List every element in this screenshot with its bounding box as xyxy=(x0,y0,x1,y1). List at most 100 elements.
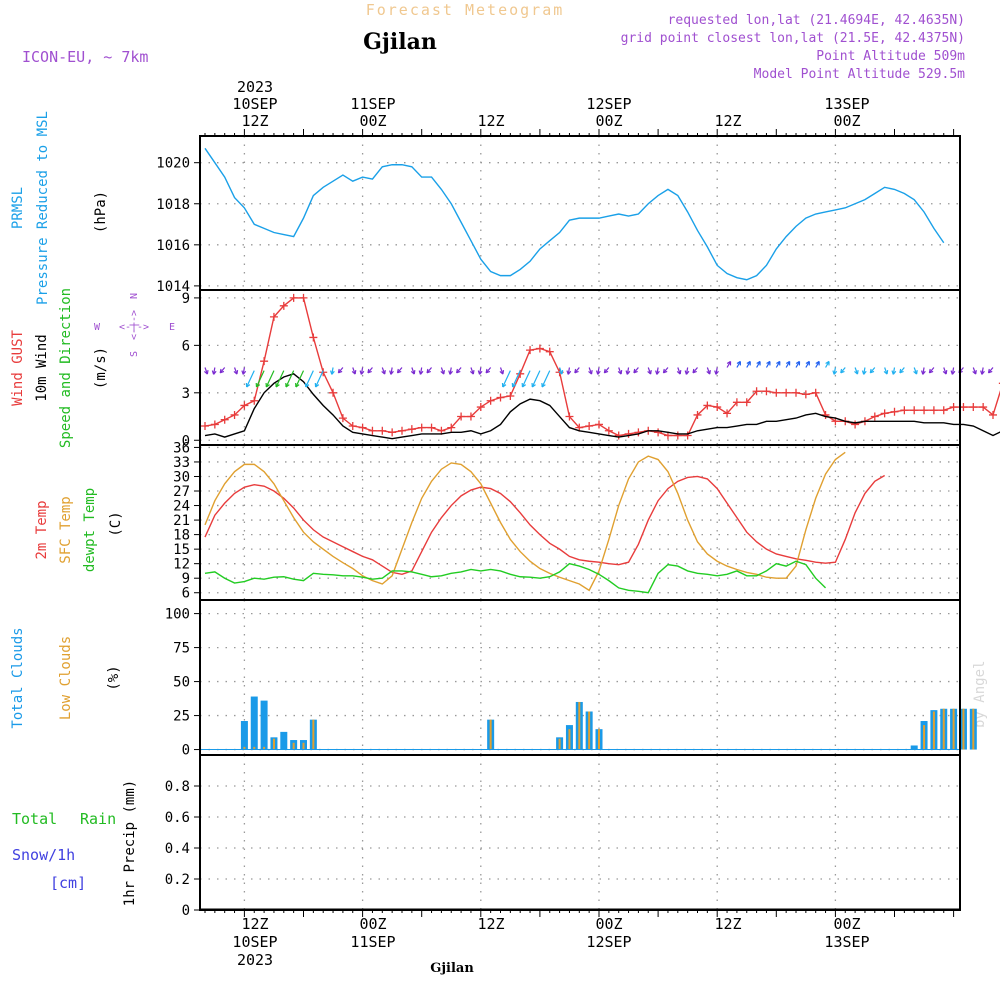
y-tick-label: 24 xyxy=(173,499,190,515)
y-tick-label: 0 xyxy=(182,903,190,919)
wind-arrow-head xyxy=(899,368,904,374)
temp-label-unit: (C) xyxy=(108,511,124,536)
low-cloud-bar xyxy=(253,746,256,750)
gust-marker xyxy=(870,412,879,421)
precip-label-total: Total xyxy=(12,810,57,828)
y-tick-label: 100 xyxy=(165,607,190,623)
precip-label-snow: Snow/1h xyxy=(12,846,75,864)
wind-arrow-head xyxy=(531,382,536,388)
y-tick-label: 21 xyxy=(173,513,190,529)
wind-arrow-head xyxy=(499,370,505,375)
top-date-13sep: 13SEP xyxy=(824,95,869,113)
gust-marker xyxy=(388,428,397,437)
wind-arrow-head xyxy=(854,370,859,375)
model-altitude: Model Point Altitude 529.5m xyxy=(754,67,965,82)
wind-arrow-head xyxy=(511,382,517,388)
wind-arrow-head xyxy=(692,368,697,374)
total-cloud-bar xyxy=(910,745,918,750)
gust-marker xyxy=(496,393,505,402)
y-tick-label: 75 xyxy=(173,641,190,657)
wind-arrow-head xyxy=(456,368,461,374)
wind-arrow-head xyxy=(389,370,394,375)
x-ticks xyxy=(204,129,955,917)
gust-marker xyxy=(417,423,426,432)
wind-arrow-head xyxy=(869,368,875,374)
cloud-label-total: Total Clouds xyxy=(10,627,26,728)
gust-marker xyxy=(250,396,259,405)
precip-label-cm: [cm] xyxy=(50,874,86,892)
top-year: 2023 xyxy=(237,78,273,96)
wind-arrow-head xyxy=(928,368,934,374)
wind-label-unit: (m/s) xyxy=(93,347,109,389)
low-cloud-bar xyxy=(598,729,600,750)
wind-label-direction: Speed and Direction xyxy=(58,288,74,448)
top-hour-00z: 00Z xyxy=(595,112,622,130)
y-tick-label: 6 xyxy=(182,586,190,602)
series-line xyxy=(204,147,945,281)
wind-arrow-head xyxy=(359,370,365,375)
gust-marker xyxy=(230,410,239,419)
gust-marker xyxy=(201,422,209,431)
gust-marker xyxy=(979,403,988,412)
gust-marker xyxy=(693,410,702,419)
wind-arrow-head xyxy=(920,370,926,375)
top-hour-00z: 00Z xyxy=(833,112,860,130)
temp-label-sfc: SFC Temp xyxy=(58,496,74,563)
top-date-11sep: 11SEP xyxy=(350,95,395,113)
y-tick-label: 1016 xyxy=(156,238,190,254)
gust-marker xyxy=(447,423,456,432)
bottom-hour-00z: 00Z xyxy=(833,915,860,933)
gust-marker xyxy=(782,388,791,397)
series-line xyxy=(204,451,846,592)
pressure-label-prmsl: PRMSL xyxy=(10,187,26,229)
precip-panel-labels: Total Rain Snow/1h [cm] 1hr Precip (mm) xyxy=(12,780,138,906)
gust-marker xyxy=(545,347,554,356)
gust-marker xyxy=(762,387,771,396)
y-tick-label: 1020 xyxy=(156,156,190,172)
wind-arrow-head xyxy=(351,370,357,375)
top-hour-12z: 12Z xyxy=(477,112,504,130)
panel-1: 0 3 6 9 xyxy=(182,289,1000,449)
y-tick-label: 1014 xyxy=(156,279,190,295)
low-cloud-bar xyxy=(489,719,492,750)
wind-arrow-head xyxy=(574,368,579,374)
wind-arrow-head xyxy=(477,370,483,375)
bottom-hour-00z: 00Z xyxy=(595,915,622,933)
wind-arrow-head xyxy=(840,368,845,374)
y-tick-label: 0.2 xyxy=(165,872,190,888)
low-cloud-bar xyxy=(263,746,266,750)
wind-arrow-head xyxy=(726,360,732,366)
low-cloud-bar xyxy=(558,738,561,750)
panel-3: 0 25 50 75 100 xyxy=(165,599,977,759)
gust-marker xyxy=(604,426,613,435)
temp-panel-labels: 2m Temp SFC Temp dewpt Temp (C) xyxy=(34,488,124,572)
wind-arrow-head xyxy=(706,370,711,375)
y-tick-label: 1018 xyxy=(156,197,190,213)
wind-arrow-head xyxy=(367,368,372,374)
wind-arrow-head xyxy=(972,370,977,375)
y-tick-label: 0.8 xyxy=(165,779,190,795)
y-tick-label: 0 xyxy=(182,433,190,449)
point-altitude: Point Altitude 509m xyxy=(816,49,965,64)
low-cloud-bar xyxy=(568,729,571,750)
wind-arrow-head xyxy=(241,370,247,375)
wind-direction-arrow xyxy=(541,370,551,388)
y-tick-label: 6 xyxy=(182,338,190,354)
wind-direction-arrow xyxy=(315,370,324,388)
wind-arrow-head xyxy=(588,370,593,375)
gust-marker xyxy=(329,388,338,397)
wind-arrow-head xyxy=(942,370,948,375)
precip-axis-title: 1hr Precip (mm) xyxy=(122,780,138,906)
wind-direction-arrow xyxy=(502,370,511,388)
wind-arrow-head xyxy=(832,370,838,375)
wind-arrow-head xyxy=(285,382,290,388)
wind-arrow-head xyxy=(448,370,454,375)
requested-coords: requested lon,lat (21.4694E, 42.4635N) xyxy=(668,13,965,28)
gust-marker xyxy=(989,410,997,419)
wind-label-gust: Wind GUST xyxy=(10,330,26,406)
low-cloud-bar xyxy=(292,742,295,750)
gust-marker xyxy=(486,396,495,405)
wind-arrow-head xyxy=(815,360,820,366)
